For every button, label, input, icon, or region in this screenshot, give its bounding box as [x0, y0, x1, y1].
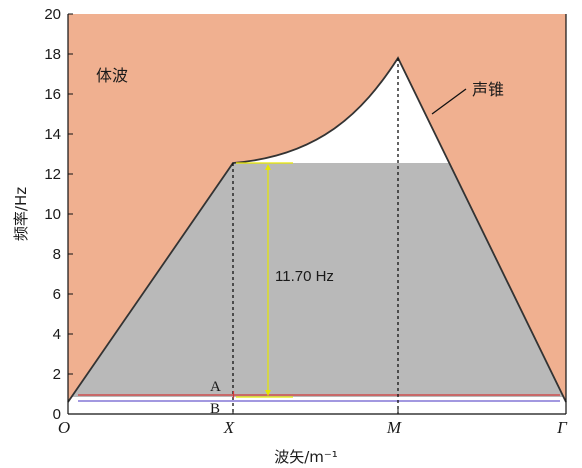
y-tick-label-14: 14: [44, 126, 61, 143]
y-tick-label-4: 4: [53, 326, 61, 343]
y-tick-label-12: 12: [44, 166, 61, 183]
y-axis-title: 频率/Hz: [12, 187, 30, 241]
x-tick-label-0: O: [58, 418, 70, 437]
y-tick-label-10: 10: [44, 206, 61, 223]
gap-arrow-head-bottom: [265, 390, 271, 396]
y-tick-label-18: 18: [44, 46, 61, 63]
x-axis-title: 波矢/m⁻¹: [274, 448, 338, 466]
y-tick-label-2: 2: [53, 366, 61, 383]
y-tick-label-6: 6: [53, 286, 61, 303]
x-tick-label-3: Γ: [556, 418, 568, 437]
sound-cone-pointer: [431, 88, 467, 115]
y-tick-label-16: 16: [44, 86, 61, 103]
x-tick-label-2: M: [386, 418, 402, 437]
y-tick-label-0: 0: [53, 406, 61, 423]
band-a-label: A: [210, 379, 221, 395]
plot-overlay: [232, 58, 467, 414]
sound-cone-edge: [67, 56, 567, 403]
plot-area: [67, 14, 567, 414]
sound-cone-label: 声锥: [472, 80, 504, 99]
band-gap-width-label: 11.70 Hz: [275, 268, 334, 285]
axes: 0 2 4 6 8 10 12 14 16 18 20 O X M Γ: [44, 6, 568, 437]
y-tick-label-8: 8: [53, 246, 61, 263]
y-tick-label-20: 20: [44, 6, 61, 23]
x-tick-label-1: X: [223, 418, 235, 437]
labels: 体波 声锥 11.70 Hz A B 波矢/m⁻¹ 频率/Hz: [12, 66, 504, 466]
gap-arrow-head-top: [265, 164, 271, 170]
band-b-label: B: [210, 401, 220, 417]
bulk-wave-label: 体波: [96, 66, 128, 85]
